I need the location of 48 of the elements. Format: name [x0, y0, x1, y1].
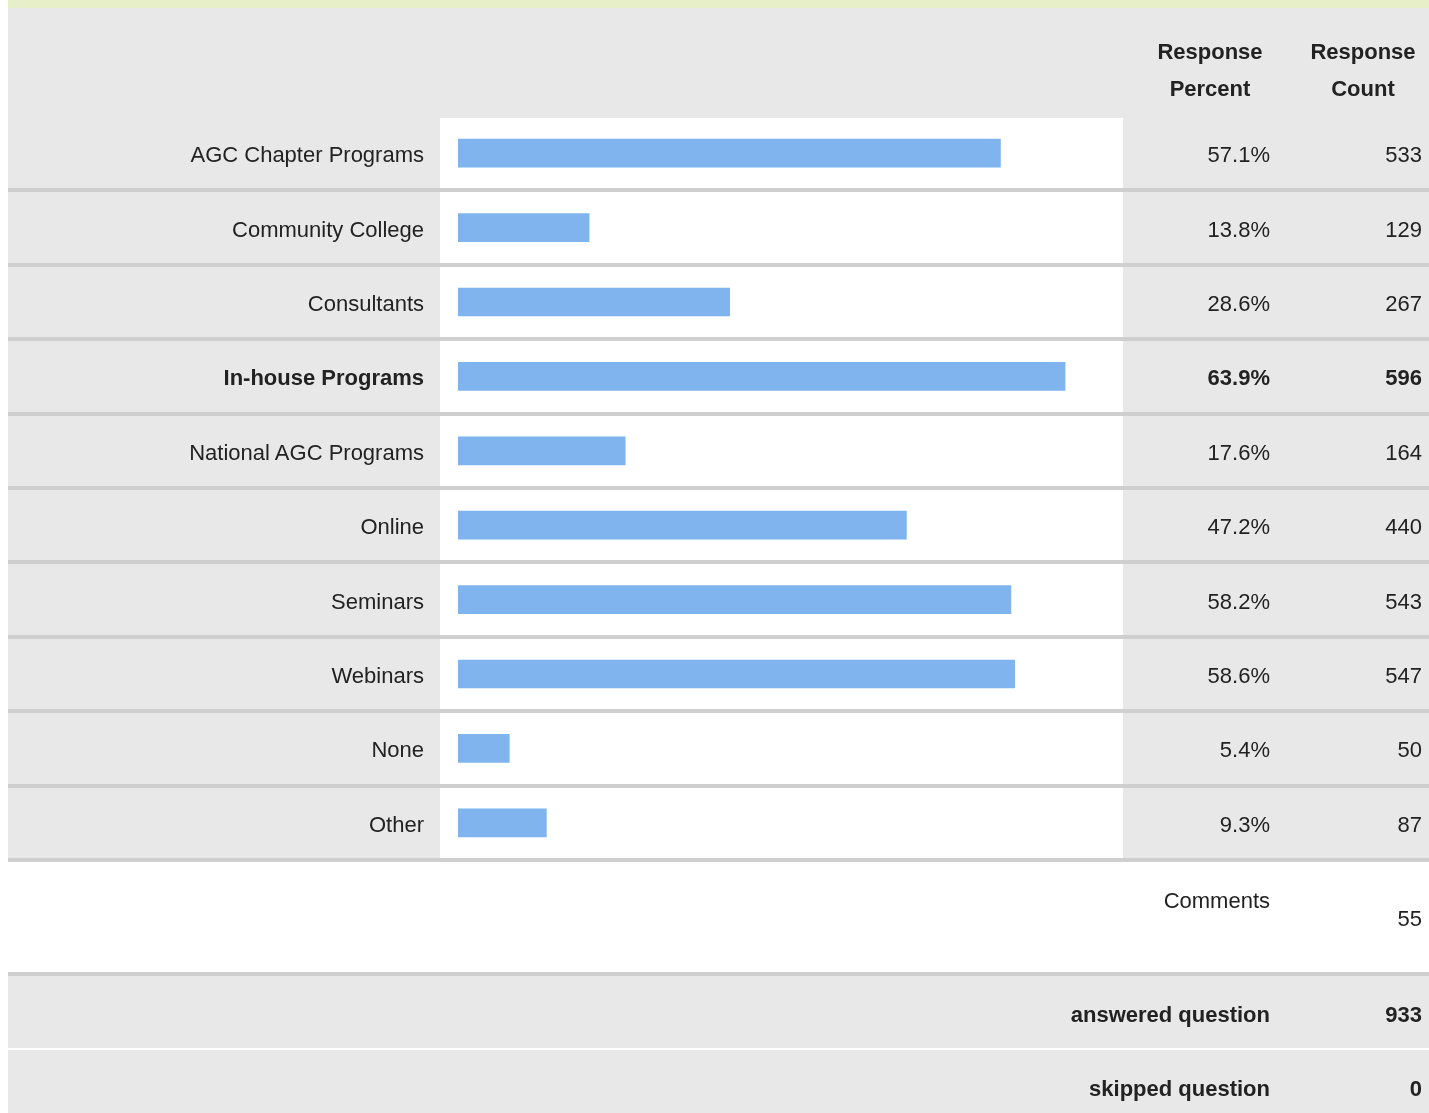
data-label: 58.6% [1206, 663, 1270, 689]
y-tick-label: Other [367, 811, 424, 838]
bar [458, 362, 1066, 391]
text: 267 [1384, 291, 1422, 317]
bar [458, 436, 626, 466]
data-label: 5.4% [1218, 737, 1270, 764]
y-tick-label: Seminars [330, 588, 424, 615]
text: answered question [1069, 1002, 1270, 1028]
data-label: 17.6% [1206, 439, 1270, 466]
text: 50 [1396, 737, 1422, 764]
text: skipped question [1088, 1076, 1270, 1102]
y-tick-label: Webinars [330, 663, 424, 689]
text: 596 [1384, 365, 1422, 392]
text: 164 [1384, 439, 1422, 466]
y-tick-label: National AGC Programs [188, 439, 424, 466]
bar [458, 734, 510, 763]
bar [458, 808, 547, 838]
text: 933 [1384, 1002, 1422, 1028]
text: 440 [1384, 514, 1422, 541]
text: 533 [1384, 142, 1422, 169]
data-label: 63.9% [1206, 365, 1270, 392]
data-label: 47.2% [1206, 514, 1270, 541]
y-tick-label: In-house Programs [222, 365, 424, 392]
bar [458, 138, 1001, 168]
y-tick-label: Online [359, 514, 424, 541]
data-label: 28.6% [1206, 291, 1270, 317]
text: 87 [1396, 811, 1422, 838]
data-label: 9.3% [1218, 811, 1270, 838]
text: Response Percent [1156, 38, 1264, 103]
text: 547 [1384, 663, 1422, 689]
text: Response Count [1309, 38, 1417, 103]
y-tick-label: Community College [231, 216, 424, 243]
bar [458, 287, 731, 317]
y-tick-label: AGC Chapter Programs [189, 142, 424, 169]
bar [458, 213, 590, 242]
y-tick-label: None [370, 737, 424, 764]
text: 55 [1396, 906, 1422, 932]
text: Comments [1162, 888, 1270, 914]
data-label: 57.1% [1206, 142, 1270, 169]
text: 129 [1384, 216, 1422, 243]
bar [458, 659, 1016, 689]
data-label: 13.8% [1206, 216, 1270, 243]
text: 543 [1384, 588, 1422, 615]
y-tick-label: Consultants [306, 291, 424, 317]
data-label: 58.2% [1206, 588, 1270, 615]
bar [458, 585, 1012, 614]
bar [458, 510, 907, 540]
text: 0 [1408, 1076, 1422, 1102]
